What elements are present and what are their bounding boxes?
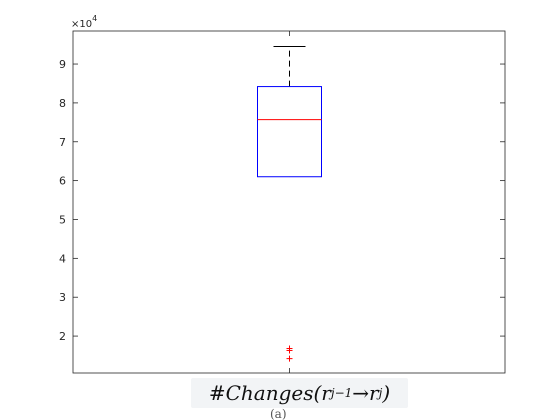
y-tick-label: 5 xyxy=(59,213,66,226)
axes-area xyxy=(72,30,506,374)
x-axis-label-r1: r xyxy=(321,381,331,405)
y-tick-label: 7 xyxy=(59,136,66,149)
y-exponent-label: ×104 xyxy=(71,14,97,30)
y-tick-label: 9 xyxy=(59,58,66,71)
x-axis-label-r2: r xyxy=(369,381,379,405)
plot-marks xyxy=(257,46,322,362)
y-exponent-power: 4 xyxy=(92,14,97,23)
x-axis-label: #Changes(r j−1 → r j) xyxy=(191,378,408,408)
y-tick-label: 2 xyxy=(59,330,66,343)
axes-frame xyxy=(72,30,506,374)
x-axis-label-prefix: #Changes( xyxy=(208,381,322,405)
y-tick-label: 6 xyxy=(59,175,66,188)
x-axis-label-arrow: → xyxy=(352,381,370,405)
outlier-marker xyxy=(286,355,293,362)
y-tick-label: 4 xyxy=(59,252,66,265)
y-tick-label: 8 xyxy=(59,97,66,110)
box-iqr xyxy=(257,86,322,178)
y-tick-label: 3 xyxy=(59,291,66,304)
y-axis-ticks: 2 3 4 5 6 7 8 9 ×104 xyxy=(59,14,505,373)
x-axis-label-suffix: ) xyxy=(382,381,391,405)
subfigure-caption: (a) xyxy=(270,408,287,420)
x-axis-label-sub2: j xyxy=(378,386,383,400)
outlier-marker xyxy=(286,347,293,354)
x-axis-label-sub1: j−1 xyxy=(330,386,353,400)
